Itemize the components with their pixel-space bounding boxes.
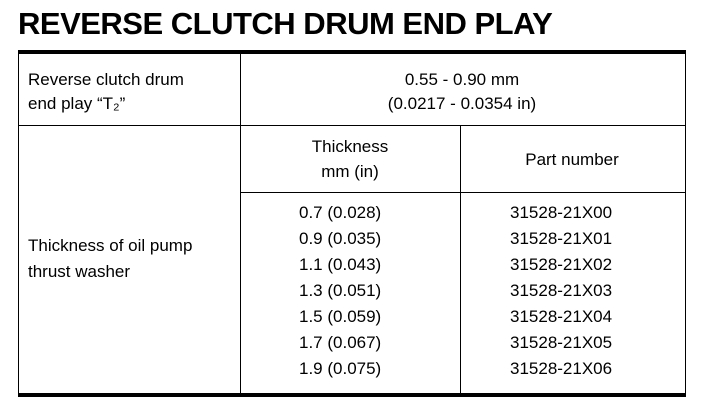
part-number: 31528-21X01 (510, 229, 613, 248)
value: 0.55 - 0.90 mm (404, 70, 520, 89)
header: Thickness (311, 137, 389, 156)
title: REVERSE CLUTCH DRUM END PLAY (18, 6, 553, 41)
divider (240, 192, 686, 193)
value: (0.0217 - 0.0354 in) (387, 94, 537, 113)
thickness: 1.1 (0.043) (299, 255, 382, 274)
rule (18, 50, 686, 54)
rule (18, 393, 686, 397)
border (18, 54, 19, 393)
thickness: 1.5 (0.059) (299, 307, 382, 326)
divider (18, 125, 686, 126)
label: thrust washer (28, 262, 131, 281)
thickness: 1.3 (0.051) (299, 281, 382, 300)
thickness: 1.9 (0.075) (299, 359, 382, 378)
part-number: 31528-21X04 (510, 307, 613, 326)
header: Part number (525, 150, 619, 169)
label: Thickness of oil pump (28, 236, 193, 255)
divider (460, 125, 461, 393)
label: end play “T₂” (28, 94, 126, 113)
header: mm (in) (321, 162, 379, 181)
thickness: 0.7 (0.028) (299, 203, 382, 222)
thickness: 0.9 (0.035) (299, 229, 382, 248)
part-number: 31528-21X03 (510, 281, 613, 300)
divider (240, 54, 241, 393)
label: Reverse clutch drum (28, 70, 184, 89)
part-number: 31528-21X05 (510, 333, 613, 352)
border (685, 54, 686, 393)
thickness: 1.7 (0.067) (299, 333, 382, 352)
part-number: 31528-21X00 (510, 203, 613, 222)
part-number: 31528-21X06 (510, 359, 613, 378)
part-number: 31528-21X02 (510, 255, 613, 274)
